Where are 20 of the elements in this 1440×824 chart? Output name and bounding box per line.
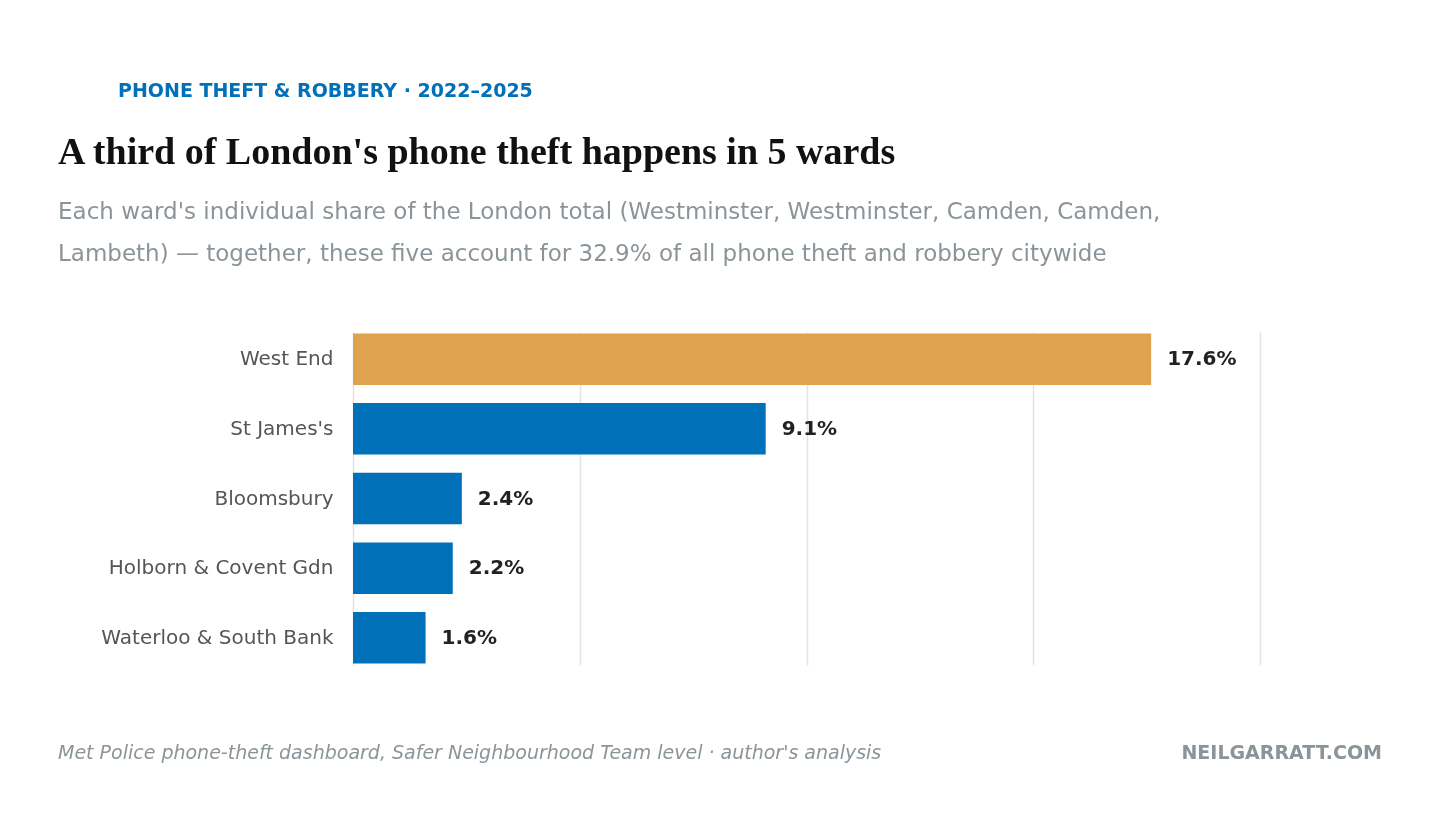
text: PHONE THEFT & ROBBERY · 2022–2025 xyxy=(118,79,533,101)
bar xyxy=(353,612,426,664)
bar xyxy=(353,472,462,525)
text: NEILGARRATT.COM xyxy=(1181,741,1382,763)
y-tick-label: West End xyxy=(239,346,334,371)
bar xyxy=(353,403,766,455)
data-label: 1.6% xyxy=(441,624,498,649)
chart-title: A third of London's phone theft happens in 5 wards xyxy=(58,130,896,172)
data-label: 9.1% xyxy=(781,415,838,440)
text: Met Police phone-theft dashboard, Safer Neighbourhood Team level · author's analysis xyxy=(58,741,882,763)
data-label: 17.6% xyxy=(1167,346,1237,371)
y-tick-label: Bloomsbury xyxy=(214,485,334,510)
data-label: 2.4% xyxy=(477,485,534,510)
data-label: 2.2% xyxy=(468,555,525,580)
y-tick-label: Waterloo & South Bank xyxy=(101,624,334,649)
chart-subtitle: Each ward's individual share of the London total (Westminster, Westminster, Camden, Camden, Lambeth) — together, these five account for 32.9% of all phone theft and robbery citywide xyxy=(58,198,1161,266)
bar xyxy=(353,333,1152,385)
bar xyxy=(353,542,453,594)
y-tick-label: St James's xyxy=(230,415,334,440)
y-tick-label: Holborn & Covent Gdn xyxy=(108,555,334,580)
